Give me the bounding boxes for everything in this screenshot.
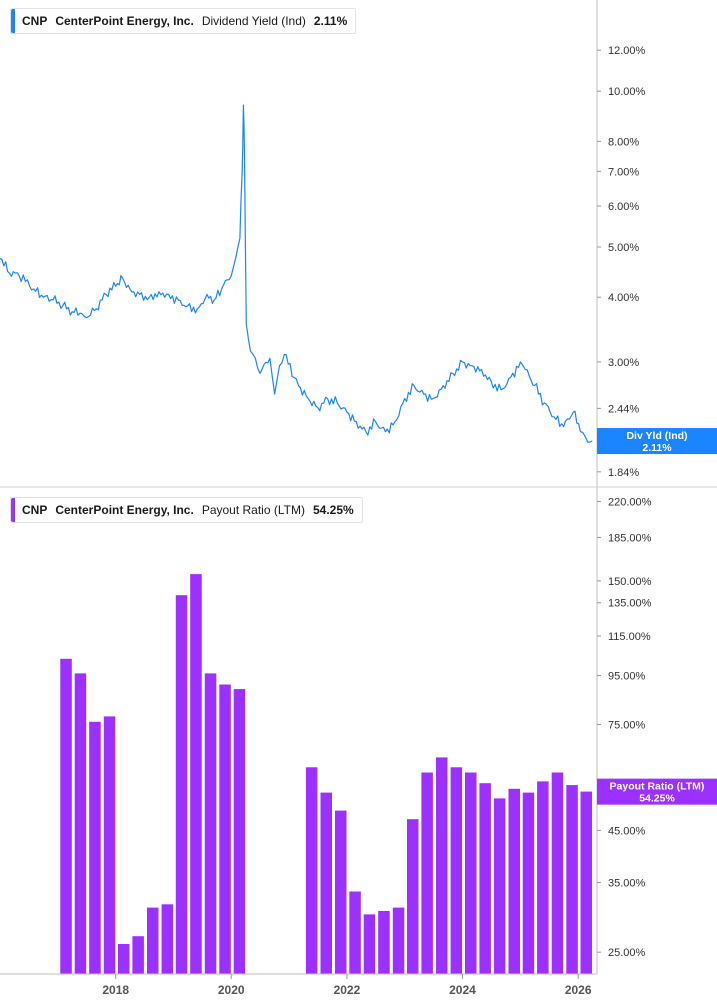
payout-ratio-bar — [493, 798, 506, 974]
payout-ratio-bar — [190, 574, 202, 974]
y-tick-label: 75.00% — [608, 720, 646, 732]
y-tick-label: 8.00% — [608, 136, 639, 148]
dividend-yield-legend[interactable]: CNP CenterPoint Energy, Inc. Dividend Yi… — [10, 8, 357, 34]
payout-ratio-bar — [233, 689, 246, 974]
x-tick-label: 2026 — [565, 983, 592, 997]
y-tick-label: 220.00% — [608, 497, 652, 509]
y-tick-label: 150.00% — [608, 576, 652, 588]
payout-ratio-bar — [132, 936, 144, 974]
series-color-swatch — [11, 498, 15, 522]
payout-ratio-bar — [436, 757, 448, 974]
payout-ratio-bar — [103, 716, 116, 974]
payout-ratio-bar — [320, 792, 332, 974]
series-color-swatch — [11, 9, 15, 33]
y-tick-label: 10.00% — [608, 86, 646, 98]
payout-ratio-bar — [407, 819, 419, 974]
payout-ratio-plot — [60, 574, 592, 974]
payout-ratio-bar — [392, 907, 405, 974]
payout-ratio-bar — [118, 944, 130, 974]
y-tick-label: 2.44% — [608, 403, 639, 415]
y-tick-label: 35.00% — [608, 877, 646, 889]
badge-label: Div Yld (Ind) — [626, 430, 687, 442]
badge-background — [597, 428, 717, 455]
y-tick-label: 4.00% — [608, 292, 639, 304]
payout-ratio-bar — [349, 891, 361, 974]
payout-ratio-bar — [89, 721, 101, 974]
badge-label: Payout Ratio (LTM) — [610, 781, 705, 793]
payout-ratio-legend[interactable]: CNP CenterPoint Energy, Inc. Payout Rati… — [10, 497, 363, 523]
payout-ratio-bar — [508, 788, 520, 974]
legend-company: CenterPoint Energy, Inc. — [55, 14, 194, 28]
payout-ratio-bar — [219, 684, 231, 974]
y-tick-label: 6.00% — [608, 201, 639, 213]
payout-ratio-bar — [204, 673, 217, 974]
y-tick-label: 135.00% — [608, 598, 652, 610]
x-tick-label: 2022 — [334, 983, 361, 997]
y-tick-label: 7.00% — [608, 166, 639, 178]
y-tick-label: 12.00% — [608, 45, 646, 57]
payout-ratio-bar — [465, 772, 477, 974]
dividend-yield-plot — [0, 104, 593, 443]
legend-metric: Dividend Yield (Ind) — [201, 14, 306, 28]
y-tick-label: 25.00% — [608, 947, 646, 959]
y-tick-label: 1.84% — [608, 467, 639, 479]
payout-ratio-bar — [335, 810, 347, 974]
payout-ratio-bar — [450, 767, 463, 974]
dividend-yield-value-badge: Div Yld (Ind)2.11% — [597, 428, 717, 455]
payout-ratio-bar — [566, 785, 578, 974]
legend-ticker: CNP — [22, 14, 48, 28]
x-tick-label: 2018 — [102, 983, 129, 997]
payout-ratio-bar — [580, 791, 592, 974]
y-tick-label: 45.00% — [608, 825, 646, 837]
legend-value: 2.11% — [313, 14, 348, 28]
payout-ratio-bar — [479, 783, 491, 974]
payout-ratio-bar — [175, 595, 188, 974]
legend-company: CenterPoint Energy, Inc. — [55, 503, 194, 517]
legend-value: 54.25% — [312, 503, 354, 517]
payout-ratio-bar — [551, 772, 564, 974]
payout-ratio-bar — [60, 658, 72, 974]
payout-ratio-bar — [522, 792, 535, 974]
y-tick-label: 95.00% — [608, 671, 646, 683]
payout-ratio-bar — [363, 914, 376, 974]
y-tick-label: 5.00% — [608, 242, 639, 254]
payout-ratio-bar — [421, 772, 433, 974]
badge-background — [597, 778, 717, 805]
payout-ratio-bar — [537, 781, 549, 974]
y-tick-label: 115.00% — [608, 631, 651, 643]
y-tick-label: 3.00% — [608, 357, 639, 369]
payout-ratio-bar — [378, 911, 390, 974]
dividend-yield-series-line — [0, 104, 593, 443]
y-tick-label: 185.00% — [608, 532, 652, 544]
payout-ratio-bar — [147, 907, 159, 974]
payout-ratio-bar — [305, 767, 318, 974]
payout-ratio-bar — [161, 904, 174, 974]
legend-ticker: CNP — [22, 503, 48, 517]
x-tick-label: 2024 — [449, 983, 476, 997]
payout-ratio-bar — [74, 673, 87, 974]
badge-value: 54.25% — [639, 793, 675, 805]
badge-value: 2.11% — [642, 442, 672, 454]
x-tick-label: 2020 — [218, 983, 245, 997]
payout-ratio-value-badge: Payout Ratio (LTM)54.25% — [597, 778, 717, 805]
legend-metric: Payout Ratio (LTM) — [201, 503, 305, 517]
